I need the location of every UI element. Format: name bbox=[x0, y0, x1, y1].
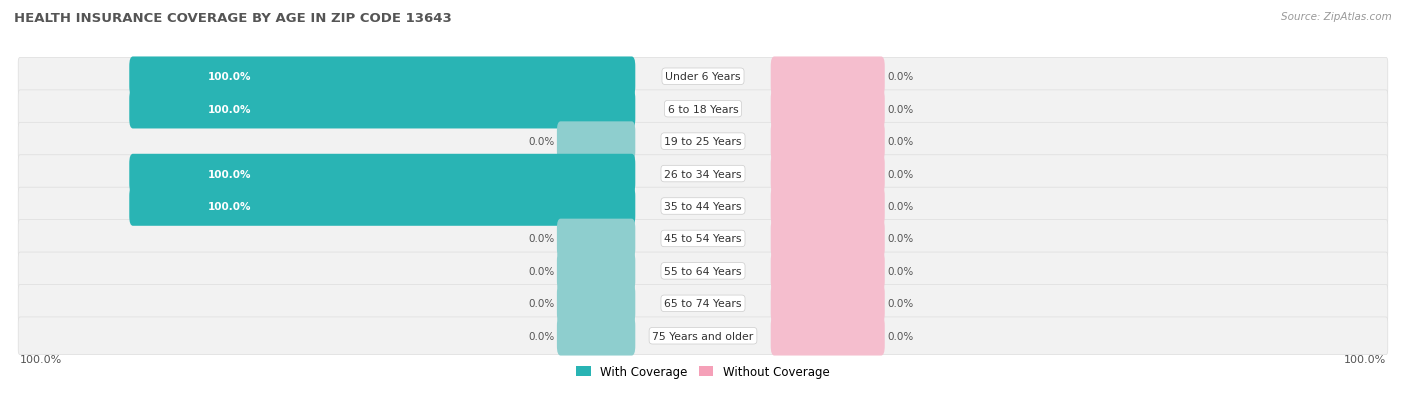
FancyBboxPatch shape bbox=[557, 219, 636, 259]
FancyBboxPatch shape bbox=[18, 188, 1388, 225]
FancyBboxPatch shape bbox=[557, 316, 636, 356]
FancyBboxPatch shape bbox=[557, 252, 636, 291]
FancyBboxPatch shape bbox=[18, 91, 1388, 128]
Text: 100.0%: 100.0% bbox=[208, 202, 252, 211]
Text: 0.0%: 0.0% bbox=[529, 266, 554, 276]
FancyBboxPatch shape bbox=[770, 187, 884, 226]
Text: 19 to 25 Years: 19 to 25 Years bbox=[664, 137, 742, 147]
FancyBboxPatch shape bbox=[18, 317, 1388, 355]
FancyBboxPatch shape bbox=[770, 90, 884, 129]
Text: 45 to 54 Years: 45 to 54 Years bbox=[664, 234, 742, 244]
FancyBboxPatch shape bbox=[129, 187, 636, 226]
FancyBboxPatch shape bbox=[557, 122, 636, 161]
Text: 0.0%: 0.0% bbox=[887, 234, 914, 244]
FancyBboxPatch shape bbox=[770, 219, 884, 259]
Text: 0.0%: 0.0% bbox=[887, 104, 914, 114]
FancyBboxPatch shape bbox=[557, 284, 636, 323]
Text: HEALTH INSURANCE COVERAGE BY AGE IN ZIP CODE 13643: HEALTH INSURANCE COVERAGE BY AGE IN ZIP … bbox=[14, 12, 451, 25]
Text: 6 to 18 Years: 6 to 18 Years bbox=[668, 104, 738, 114]
Text: 100.0%: 100.0% bbox=[20, 354, 62, 364]
Text: 0.0%: 0.0% bbox=[887, 266, 914, 276]
FancyBboxPatch shape bbox=[18, 155, 1388, 193]
FancyBboxPatch shape bbox=[18, 123, 1388, 161]
Text: 55 to 64 Years: 55 to 64 Years bbox=[664, 266, 742, 276]
Text: 0.0%: 0.0% bbox=[887, 137, 914, 147]
Text: 0.0%: 0.0% bbox=[887, 169, 914, 179]
Text: 100.0%: 100.0% bbox=[208, 72, 252, 82]
Text: Under 6 Years: Under 6 Years bbox=[665, 72, 741, 82]
Text: 35 to 44 Years: 35 to 44 Years bbox=[664, 202, 742, 211]
Text: 0.0%: 0.0% bbox=[529, 299, 554, 309]
Text: 26 to 34 Years: 26 to 34 Years bbox=[664, 169, 742, 179]
Text: 100.0%: 100.0% bbox=[208, 104, 252, 114]
FancyBboxPatch shape bbox=[129, 154, 636, 194]
Text: 75 Years and older: 75 Years and older bbox=[652, 331, 754, 341]
Text: 0.0%: 0.0% bbox=[887, 299, 914, 309]
Text: 100.0%: 100.0% bbox=[208, 169, 252, 179]
FancyBboxPatch shape bbox=[18, 58, 1388, 96]
FancyBboxPatch shape bbox=[770, 316, 884, 356]
FancyBboxPatch shape bbox=[770, 122, 884, 161]
FancyBboxPatch shape bbox=[129, 57, 636, 97]
FancyBboxPatch shape bbox=[18, 285, 1388, 322]
Legend: With Coverage, Without Coverage: With Coverage, Without Coverage bbox=[572, 360, 834, 383]
Text: 0.0%: 0.0% bbox=[887, 72, 914, 82]
FancyBboxPatch shape bbox=[770, 154, 884, 194]
FancyBboxPatch shape bbox=[129, 90, 636, 129]
FancyBboxPatch shape bbox=[18, 220, 1388, 258]
FancyBboxPatch shape bbox=[770, 252, 884, 291]
FancyBboxPatch shape bbox=[18, 252, 1388, 290]
Text: 65 to 74 Years: 65 to 74 Years bbox=[664, 299, 742, 309]
Text: 100.0%: 100.0% bbox=[1344, 354, 1386, 364]
FancyBboxPatch shape bbox=[770, 284, 884, 323]
FancyBboxPatch shape bbox=[770, 57, 884, 97]
Text: 0.0%: 0.0% bbox=[887, 202, 914, 211]
Text: 0.0%: 0.0% bbox=[529, 234, 554, 244]
Text: 0.0%: 0.0% bbox=[529, 331, 554, 341]
Text: Source: ZipAtlas.com: Source: ZipAtlas.com bbox=[1281, 12, 1392, 22]
Text: 0.0%: 0.0% bbox=[887, 331, 914, 341]
Text: 0.0%: 0.0% bbox=[529, 137, 554, 147]
